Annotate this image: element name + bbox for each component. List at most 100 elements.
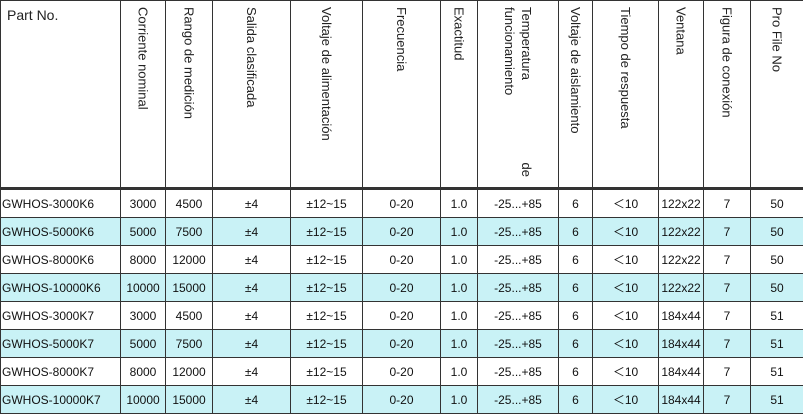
header-cell: Corriente nominal bbox=[121, 1, 166, 189]
part-no-cell: GWHOS-5000K7 bbox=[1, 330, 121, 358]
cell: ±4 bbox=[213, 358, 291, 386]
cell: -25...+85 bbox=[478, 302, 559, 330]
cell: 184x44 bbox=[659, 302, 704, 330]
header-text: Corriente nominal bbox=[135, 1, 152, 177]
header-cell: Figura de conexión bbox=[704, 1, 751, 189]
cell: ±12~15 bbox=[291, 386, 363, 414]
header-cell: Exactitud bbox=[441, 1, 478, 189]
cell: 0-20 bbox=[363, 386, 441, 414]
header-cell: Rango de medición bbox=[166, 1, 213, 189]
cell: 12000 bbox=[166, 358, 213, 386]
part-no-cell: GWHOS-3000K7 bbox=[1, 302, 121, 330]
part-no-cell: GWHOS-10000K6 bbox=[1, 274, 121, 302]
cell: 7 bbox=[704, 189, 751, 218]
cell: 7 bbox=[704, 330, 751, 358]
cell: ±4 bbox=[213, 302, 291, 330]
cell: 8000 bbox=[121, 246, 166, 274]
header-text: Figura de conexión bbox=[719, 1, 736, 177]
cell: -25...+85 bbox=[478, 386, 559, 414]
header-cell: Temperatura de funcionamiento bbox=[478, 1, 559, 189]
cell: 5000 bbox=[121, 330, 166, 358]
cell: -25...+85 bbox=[478, 274, 559, 302]
cell: ＜10 bbox=[593, 330, 659, 358]
cell: 0-20 bbox=[363, 274, 441, 302]
cell: ＜10 bbox=[593, 358, 659, 386]
cell: 0-20 bbox=[363, 189, 441, 218]
cell: 1.0 bbox=[441, 274, 478, 302]
header-text: Voltaje de alimentación bbox=[318, 1, 335, 177]
cell: ±12~15 bbox=[291, 302, 363, 330]
cell: 6 bbox=[559, 330, 593, 358]
cell: 6 bbox=[559, 218, 593, 246]
cell: 7 bbox=[704, 302, 751, 330]
cell: 6 bbox=[559, 358, 593, 386]
cell: ±4 bbox=[213, 218, 291, 246]
cell: 1.0 bbox=[441, 358, 478, 386]
header-cell: Voltaje de aislamiento bbox=[559, 1, 593, 189]
header-cell: Ventana bbox=[659, 1, 704, 189]
cell: -25...+85 bbox=[478, 358, 559, 386]
cell: ＜10 bbox=[593, 386, 659, 414]
header-cell: Frecuencia bbox=[363, 1, 441, 189]
cell: ＜10 bbox=[593, 246, 659, 274]
header-cell: Tiempo de respuesta bbox=[593, 1, 659, 189]
cell: 6 bbox=[559, 302, 593, 330]
cell: ±4 bbox=[213, 330, 291, 358]
cell: 51 bbox=[751, 358, 803, 386]
cell: 7 bbox=[704, 274, 751, 302]
cell: 6 bbox=[559, 274, 593, 302]
cell: 15000 bbox=[166, 386, 213, 414]
cell: ±4 bbox=[213, 274, 291, 302]
cell: ±4 bbox=[213, 246, 291, 274]
header-row: Part No. Corriente nominal Rango de medici… bbox=[1, 1, 803, 189]
header-cell: Part No. bbox=[1, 1, 121, 189]
header-text: Ventana bbox=[673, 1, 690, 177]
cell: ±12~15 bbox=[291, 189, 363, 218]
cell: 50 bbox=[751, 246, 803, 274]
cell: -25...+85 bbox=[478, 246, 559, 274]
cell: 122x22 bbox=[659, 246, 704, 274]
part-no-cell: GWHOS-10000K7 bbox=[1, 386, 121, 414]
cell: 51 bbox=[751, 330, 803, 358]
cell: 12000 bbox=[166, 246, 213, 274]
cell: 1.0 bbox=[441, 302, 478, 330]
header-text: Exactitud bbox=[451, 1, 468, 177]
header-text: Frecuencia bbox=[393, 1, 410, 177]
header-cell: Voltaje de alimentación bbox=[291, 1, 363, 189]
cell: 6 bbox=[559, 246, 593, 274]
cell: 122x22 bbox=[659, 218, 704, 246]
header-cell: Salida clasificada bbox=[213, 1, 291, 189]
cell: 7500 bbox=[166, 218, 213, 246]
cell: 3000 bbox=[121, 302, 166, 330]
header-text: Tiempo de respuesta bbox=[617, 1, 634, 177]
cell: 6 bbox=[559, 189, 593, 218]
header-text: Pro File No bbox=[769, 1, 786, 177]
part-no-cell: GWHOS-3000K6 bbox=[1, 189, 121, 218]
cell: ±12~15 bbox=[291, 330, 363, 358]
cell: 7 bbox=[704, 246, 751, 274]
cell: 50 bbox=[751, 189, 803, 218]
cell: 50 bbox=[751, 274, 803, 302]
cell: 122x22 bbox=[659, 189, 704, 218]
header-text: Salida clasificada bbox=[243, 1, 260, 177]
part-no-cell: GWHOS-8000K7 bbox=[1, 358, 121, 386]
cell: 51 bbox=[751, 302, 803, 330]
cell: ±4 bbox=[213, 189, 291, 218]
cell: 0-20 bbox=[363, 358, 441, 386]
cell: 4500 bbox=[166, 302, 213, 330]
cell: ＜10 bbox=[593, 274, 659, 302]
cell: -25...+85 bbox=[478, 330, 559, 358]
cell: 7500 bbox=[166, 330, 213, 358]
cell: 1.0 bbox=[441, 189, 478, 218]
header-text: Rango de medición bbox=[181, 1, 198, 177]
cell: 6 bbox=[559, 386, 593, 414]
cell: 7 bbox=[704, 386, 751, 414]
